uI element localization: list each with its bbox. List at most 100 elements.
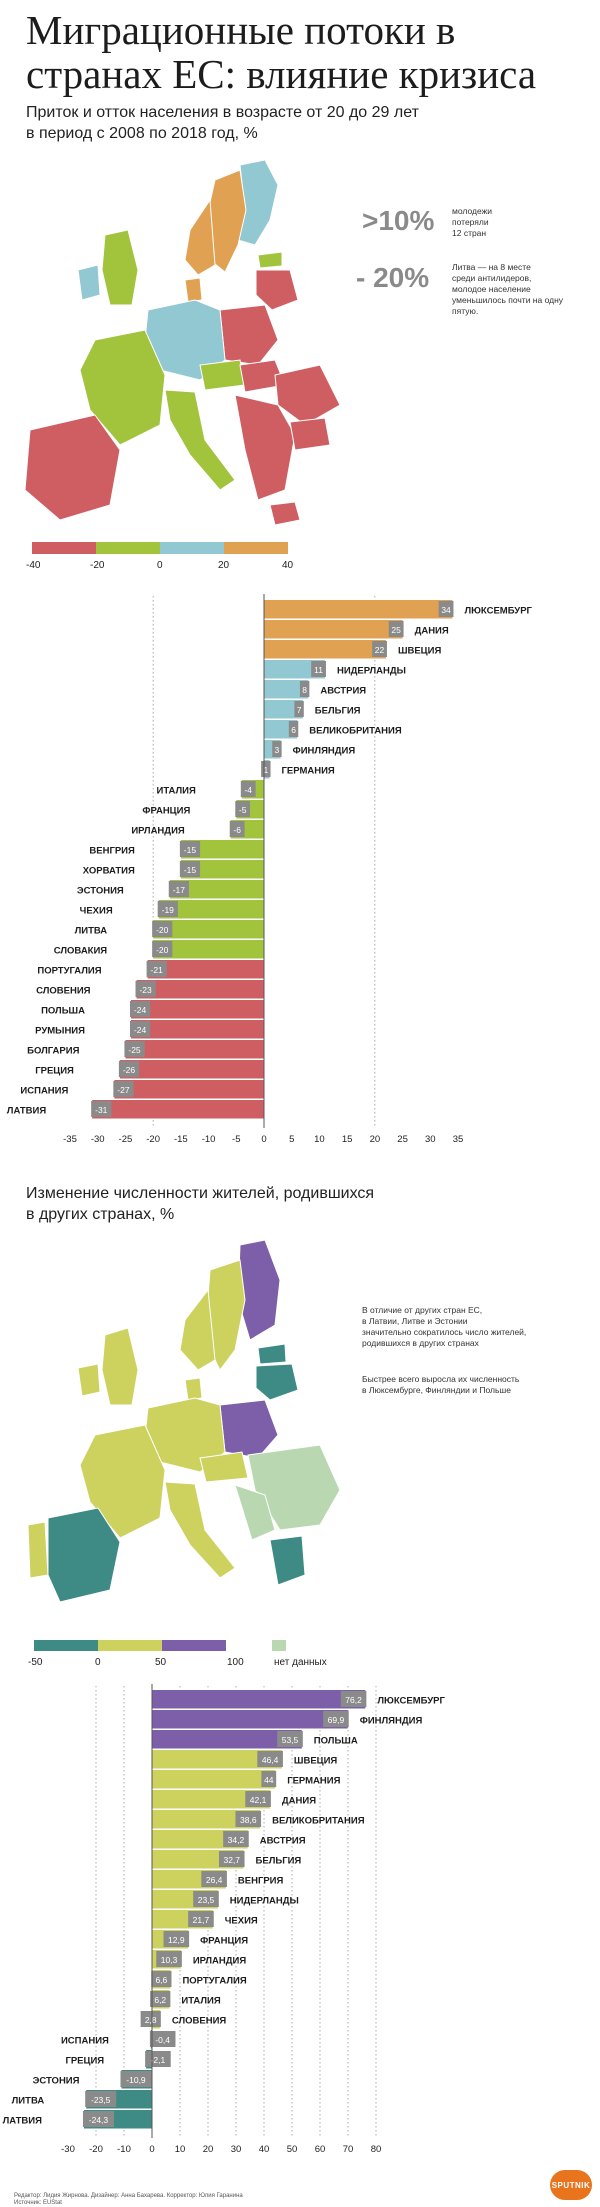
value-label-box (124, 1041, 145, 1057)
value-label: -23,5 (91, 2095, 111, 2105)
category-label: ЧЕХИЯ (80, 906, 113, 917)
value-label-box (149, 2031, 176, 2047)
bar (152, 1710, 348, 1729)
value-label-box (113, 1081, 134, 1097)
category-label: ШВЕЦИЯ (398, 646, 442, 657)
category-label: ИТАЛИЯ (156, 786, 196, 797)
category-label: СЛОВЕНИЯ (36, 986, 91, 997)
x-tick-label: -35 (63, 1134, 77, 1145)
note2a-line: значительно сократилось число жителей, (362, 1327, 527, 1337)
legend-1-tick: 40 (282, 560, 294, 571)
value-label: -6 (233, 825, 241, 835)
stat-over-10-percent: >10% (362, 205, 435, 236)
chart-youth-migration: 34 ЛЮКСЕМБУРГ 25 ДАНИЯ 22 ШВЕЦИЯ 11 НИДЕРЛАНДЫ 8… (7, 594, 533, 1145)
note2b-line: Быстрее всего выросла их численность (362, 1374, 520, 1384)
value-label: -19 (162, 905, 175, 915)
value-label-box (277, 1731, 303, 1747)
value-label-box (91, 1101, 112, 1117)
bar (180, 840, 264, 859)
legend-2-tick: 0 (95, 1657, 101, 1668)
value-label-box (245, 1791, 271, 1807)
category-label: ФРАНЦИЯ (142, 806, 190, 817)
bar (125, 1040, 264, 1059)
category-label: АВСТРИЯ (260, 1836, 306, 1847)
value-label: 6,6 (155, 1975, 167, 1985)
value-label: 7 (297, 705, 302, 715)
legend-2-tick: -50 (28, 1657, 43, 1668)
value-label-box (299, 681, 310, 697)
note-2a: В отличие от других стран ЕС, в Латвии, … (362, 1305, 562, 1349)
value-label: 12,9 (168, 1935, 185, 1945)
region-greece-islands (269, 501, 301, 526)
value-label: 6,2 (154, 1995, 166, 2005)
region-ireland (77, 264, 101, 301)
region-ireland (77, 1363, 101, 1397)
x-tick-label: -20 (89, 2144, 103, 2155)
value-label: -31 (95, 1105, 108, 1115)
category-label: РУМЫНИЯ (35, 1026, 85, 1037)
sputnik-logo: SPUTNIK (550, 2170, 592, 2200)
footer-credits-line: Редактор: Лидия Жирнова. Дизайнер: Анна … (14, 2193, 243, 2199)
region-balkans (234, 394, 296, 501)
bar (152, 1770, 276, 1789)
value-label: 34 (441, 605, 451, 615)
stat2-note-line: уменьшилось почти на одну (452, 295, 564, 305)
value-label-box (288, 721, 299, 737)
bar (119, 1060, 264, 1079)
value-label-box (372, 641, 387, 657)
stat1-note: молодежи потеряли 12 стран (452, 206, 492, 239)
value-label-box (129, 1021, 151, 1037)
value-label-box (150, 1991, 171, 2007)
category-label: ХОРВАТИЯ (83, 866, 135, 877)
subtitle2-line-1: Изменение численности жителей, родившихс… (26, 1185, 375, 1202)
value-label-box (272, 741, 282, 757)
value-label: -15 (184, 865, 197, 875)
value-label: -21 (151, 965, 164, 975)
category-label: БОЛГАРИЯ (27, 1046, 79, 1057)
legend-2-swatch-yellow (98, 1640, 162, 1651)
value-label: 34,2 (228, 1835, 245, 1845)
category-label: НИДЕРЛАНДЫ (337, 666, 406, 677)
value-label-box (201, 1871, 227, 1887)
legend-2-nodata-label: нет данных (274, 1657, 327, 1668)
category-label: ЛАТВИЯ (3, 2116, 43, 2127)
bar (114, 1080, 264, 1099)
region-uk (101, 1327, 139, 1406)
legend-2-swatch-teal (34, 1640, 98, 1651)
category-label: ГЕРМАНИЯ (287, 1776, 340, 1787)
bar (152, 1790, 270, 1809)
region-france (79, 1424, 166, 1539)
value-label: -24 (134, 1005, 147, 1015)
region-norway-edge (184, 198, 216, 276)
stat2-note-line: среди антилидеров, (452, 273, 532, 283)
map-shapes (27, 1240, 341, 1603)
legend-2: -50 0 50 100 нет данных (28, 1640, 334, 1670)
value-label: 42,1 (250, 1795, 267, 1805)
value-label-box (193, 1891, 219, 1907)
value-label: -15 (184, 845, 197, 855)
value-label-box (323, 1711, 349, 1727)
category-label: ФРАНЦИЯ (200, 1936, 248, 1947)
value-label-box (118, 1061, 140, 1077)
value-label-box (261, 1771, 277, 1787)
bar (158, 900, 264, 919)
region-denmark (184, 277, 203, 303)
europe-map-foreign-born (27, 1240, 341, 1603)
bar (136, 980, 264, 999)
value-label-box (229, 821, 245, 837)
category-label: ПОЛЬША (41, 1006, 85, 1017)
value-label-box (129, 1001, 151, 1017)
bar (152, 1750, 282, 1769)
x-tick-label: 30 (231, 2144, 242, 2155)
value-label-box (140, 2011, 161, 2027)
x-tick-label: 0 (149, 2144, 154, 2155)
note2a-line: В отличие от других стран ЕС, (362, 1305, 483, 1315)
value-label: 69,9 (328, 1715, 345, 1725)
chart-foreign-born: 76,2 ЛЮКСЕМБУРГ 69,9 ФИНЛЯНДИЯ 53,5 ПОЛЬША 46,… (3, 1684, 445, 2155)
europe-map-youth-migration (24, 160, 341, 526)
x-tick-label: -30 (61, 2144, 75, 2155)
region-central (199, 1451, 249, 1483)
category-label: ГРЕЦИЯ (35, 1066, 74, 1077)
value-label: -27 (117, 1085, 130, 1095)
legend-1-tick: -40 (26, 560, 41, 571)
